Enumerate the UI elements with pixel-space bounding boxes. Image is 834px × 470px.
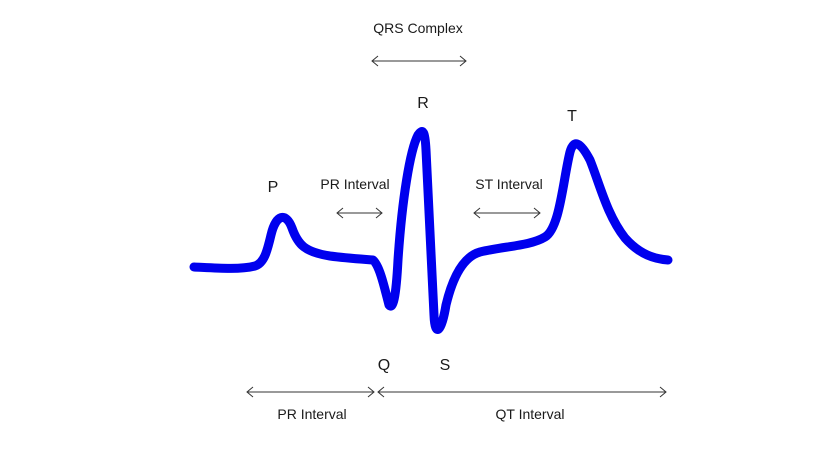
q-wave-label: Q xyxy=(378,357,390,374)
t-wave-label: T xyxy=(567,108,577,125)
ecg-waveform xyxy=(189,127,673,334)
qrs-complex-arrow xyxy=(371,55,467,67)
qt-interval-arrow xyxy=(377,386,667,398)
qt-interval-label: QT Interval xyxy=(496,406,565,422)
pr-interval-upper-label: PR Interval xyxy=(320,176,389,192)
s-wave-label: S xyxy=(440,357,451,374)
r-wave-label: R xyxy=(417,95,429,112)
pr-interval-upper-arrow xyxy=(336,207,383,219)
p-wave-label: P xyxy=(268,179,279,196)
pr-interval-lower-label: PR Interval xyxy=(277,406,346,422)
pr-interval-lower-arrow xyxy=(246,386,375,398)
st-interval-arrow xyxy=(473,207,541,219)
qrs-complex-label: QRS Complex xyxy=(373,20,462,36)
st-interval-label: ST Interval xyxy=(475,176,542,192)
